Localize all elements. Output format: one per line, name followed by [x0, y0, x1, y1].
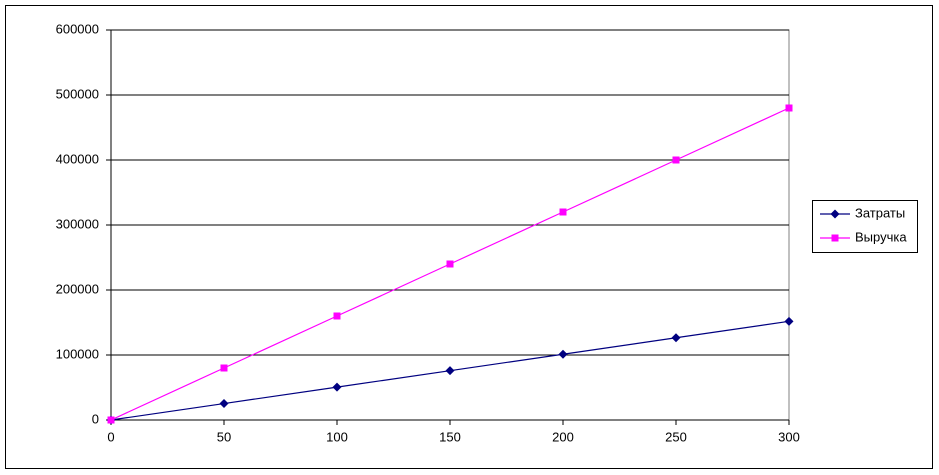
x-tick-label: 300 [778, 429, 800, 444]
x-tick-label: 200 [552, 429, 574, 444]
y-tick-label: 600000 [56, 21, 99, 36]
y-tick-label: 100000 [56, 346, 99, 361]
y-tick-label: 400000 [56, 151, 99, 166]
marker [671, 333, 681, 343]
y-tick-label: 200000 [56, 281, 99, 296]
marker [220, 364, 228, 372]
marker [332, 382, 342, 392]
marker [446, 260, 454, 268]
legend-label: Выручка [855, 229, 907, 244]
marker [672, 156, 680, 164]
y-tick-label: 500000 [56, 86, 99, 101]
x-tick-label: 100 [326, 429, 348, 444]
marker [785, 104, 793, 112]
y-tick-label: 0 [92, 411, 99, 426]
marker [784, 316, 794, 326]
y-tick-label: 300000 [56, 216, 99, 231]
x-tick-label: 250 [665, 429, 687, 444]
legend-box [812, 200, 918, 253]
x-tick-label: 150 [439, 429, 461, 444]
legend-label: Затраты [855, 205, 905, 220]
marker [830, 209, 840, 219]
x-tick-label: 50 [217, 429, 231, 444]
marker [219, 399, 229, 409]
marker [558, 349, 568, 359]
marker [559, 208, 567, 216]
x-tick-label: 0 [107, 429, 114, 444]
marker [333, 312, 341, 320]
marker [445, 366, 455, 376]
marker [107, 416, 115, 424]
marker [831, 234, 839, 242]
